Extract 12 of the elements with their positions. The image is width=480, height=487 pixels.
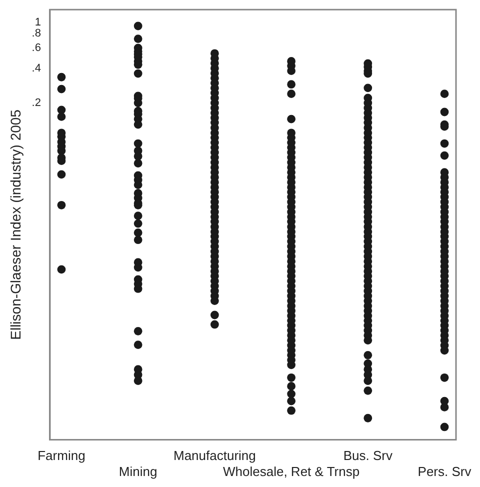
x-tick-label: Wholesale, Ret & Trnsp — [223, 464, 360, 479]
x-tick-label: Pers. Srv — [418, 464, 472, 479]
y-tick-label: .4 — [32, 62, 41, 74]
x-tick-label: Bus. Srv — [343, 448, 393, 464]
y-tick-label: .2 — [32, 96, 41, 109]
y-tick-label: .8 — [32, 28, 41, 40]
y-axis-title: Ellison-Glaeser Index (industry) 2005 — [7, 109, 24, 340]
y-tick-label: .6 — [32, 42, 41, 54]
x-tick-label: Manufacturing — [173, 448, 256, 464]
x-tick-label: Farming — [38, 448, 86, 464]
y-tick-label: 1 — [34, 16, 41, 28]
x-tick-label: Mining — [118, 464, 158, 479]
